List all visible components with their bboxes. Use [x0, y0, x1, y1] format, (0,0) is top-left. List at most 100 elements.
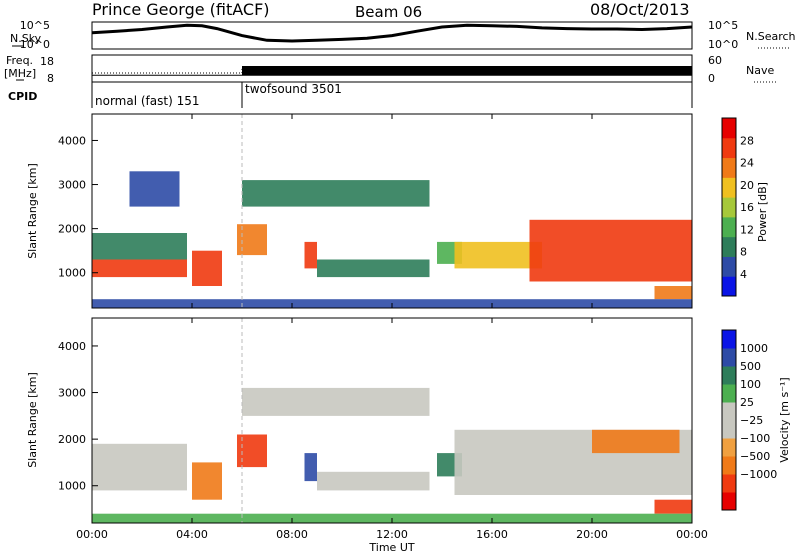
power-region-5: [242, 180, 430, 207]
station-title: Prince George (fitACF): [92, 0, 270, 19]
x-tick-label-4: 16:00: [476, 528, 508, 541]
velocity-colorbar-swatch-7: [722, 366, 736, 385]
power-region-9: [454, 241, 542, 269]
x-tick-label-0: 00:00: [76, 528, 108, 541]
x-tick-label-5: 20:00: [576, 528, 608, 541]
power-colorbar-label: Power [dB]: [756, 182, 769, 242]
cpid-segment-label-1: twofsound 3501: [245, 82, 342, 96]
noise-tick-hi-right: 10^5: [708, 19, 738, 32]
velocity-colorbar-tick-3: 25: [740, 396, 754, 409]
power-ytick-label: 2000: [58, 223, 86, 236]
power-region-11: [654, 286, 692, 300]
power-colorbar-swatch-1: [722, 256, 736, 277]
cpid-segment-label-0: normal (fast) 151: [95, 94, 199, 108]
power-colorbar-swatch-0: [722, 276, 736, 297]
power-colorbar-swatch-4: [722, 197, 736, 218]
velocity-colorbar-frame: [721, 329, 737, 511]
velocity-ytick-label: 2000: [58, 433, 86, 446]
power-region-2: [129, 171, 180, 207]
velocity-colorbar-tick-0: 1000: [740, 342, 768, 355]
nave-tick-hi: 60: [708, 54, 722, 67]
power-region-6: [304, 241, 317, 269]
velocity-colorbar-swatch-0: [722, 492, 736, 511]
power-panel: [92, 114, 692, 308]
velocity-region-3: [242, 387, 430, 416]
velocity-ytick-label: 1000: [58, 480, 86, 493]
freq-dense-band: [242, 66, 692, 75]
power-ylabel: Slant Range [km]: [26, 163, 39, 259]
velocity-region-5: [317, 471, 430, 491]
velocity-colorbar-tick-1: 500: [740, 360, 761, 373]
power-colorbar-tick-2: 12: [740, 223, 754, 236]
power-y-ticks: 1000 2000 3000 4000: [58, 134, 98, 280]
power-region-1: [92, 233, 187, 260]
nsearch-label: N.Search: [746, 30, 796, 43]
velocity-ytick-label: 3000: [58, 387, 86, 400]
velocity-colorbar-tick-6: −500: [740, 450, 770, 463]
x-tick-label-1: 04:00: [176, 528, 208, 541]
power-colorbar-tick-4: 20: [740, 179, 754, 192]
velocity-region-0: [92, 443, 187, 491]
nave-label: Nave: [746, 64, 774, 77]
freq-panel: [92, 66, 692, 76]
velocity-y-ticks: 1000 2000 3000 4000: [58, 340, 98, 493]
velocity-colorbar-swatch-9: [722, 330, 736, 349]
nsky-label: N.Sky: [10, 32, 42, 45]
freq-unit-label: [MHz]: [4, 67, 36, 80]
velocity-colorbar-swatch-4: [722, 420, 736, 439]
velocity-colorbar-label: Velocity [m s⁻¹]: [778, 377, 791, 462]
freq-tick-hi: 18: [40, 55, 54, 68]
power-ytick-label: 4000: [58, 134, 86, 147]
x-tick-label-6: 00:00: [676, 528, 708, 541]
velocity-region-4: [304, 453, 317, 482]
power-colorbar-frame: [721, 117, 737, 297]
velocity-panel: [92, 318, 692, 523]
velocity-region-9: [654, 499, 692, 514]
nsky-series-line: [91, 23, 693, 43]
noise-tick-lo-left: 10^0: [20, 38, 50, 51]
power-region-10: [529, 219, 692, 282]
power-colorbar-swatch-6: [722, 157, 736, 178]
nave-tick-lo: 0: [708, 72, 715, 85]
power-colorbar: 4 8 12 16 20 24 28: [721, 117, 754, 297]
noise-tick-hi-left: 10^5: [20, 19, 50, 32]
velocity-colorbar-tick-5: −100: [740, 432, 770, 445]
power-colorbar-tick-5: 24: [740, 157, 754, 170]
velocity-ytick-label: 4000: [58, 340, 86, 353]
beam-title: Beam 06: [355, 3, 422, 21]
x-tick-label-2: 08:00: [276, 528, 308, 541]
power-colorbar-tick-1: 8: [740, 246, 747, 259]
velocity-colorbar-swatch-6: [722, 384, 736, 403]
velocity-colorbar-tick-4: −25: [740, 414, 763, 427]
power-ytick-label: 3000: [58, 179, 86, 192]
power-colorbar-swatch-7: [722, 137, 736, 159]
noise-panel-frame: [91, 21, 693, 50]
power-colorbar-swatch-5: [722, 177, 736, 198]
power-colorbar-swatch-3: [722, 216, 736, 238]
velocity-colorbar-swatch-1: [722, 474, 736, 493]
velocity-region-8: [592, 429, 680, 454]
power-colorbar-tick-3: 16: [740, 201, 754, 214]
power-colorbar-tick-0: 4: [740, 268, 747, 281]
velocity-ylabel: Slant Range [km]: [26, 372, 39, 468]
x-tick-label-3: 12:00: [376, 528, 408, 541]
power-region-0: [92, 259, 187, 278]
power-region-3: [192, 250, 222, 286]
power-colorbar-swatch-2: [722, 236, 736, 257]
noise-panel: [91, 23, 693, 43]
power-ytick-label: 1000: [58, 267, 86, 280]
velocity-colorbar-swatch-2: [722, 456, 736, 475]
velocity-region-1: [192, 462, 222, 500]
velocity-colorbar-tick-7: −1000: [740, 468, 777, 481]
freq-label: Freq.: [6, 54, 33, 67]
power-colorbar-tick-6: 28: [740, 134, 754, 147]
x-axis-ticks: 00:00 04:00 08:00 12:00 16:00 20:00 00:00: [76, 114, 708, 541]
freq-tick-lo: 8: [47, 72, 54, 85]
power-colorbar-swatch-8: [722, 118, 736, 139]
velocity-colorbar-tick-2: 100: [740, 378, 761, 391]
velocity-colorbar: 1000 500 100 25 −25 −100 −500 −1000: [721, 329, 777, 511]
velocity-colorbar-swatch-8: [722, 348, 736, 367]
x-axis-label: Time UT: [368, 541, 414, 554]
noise-tick-lo-right: 10^0: [708, 38, 738, 51]
